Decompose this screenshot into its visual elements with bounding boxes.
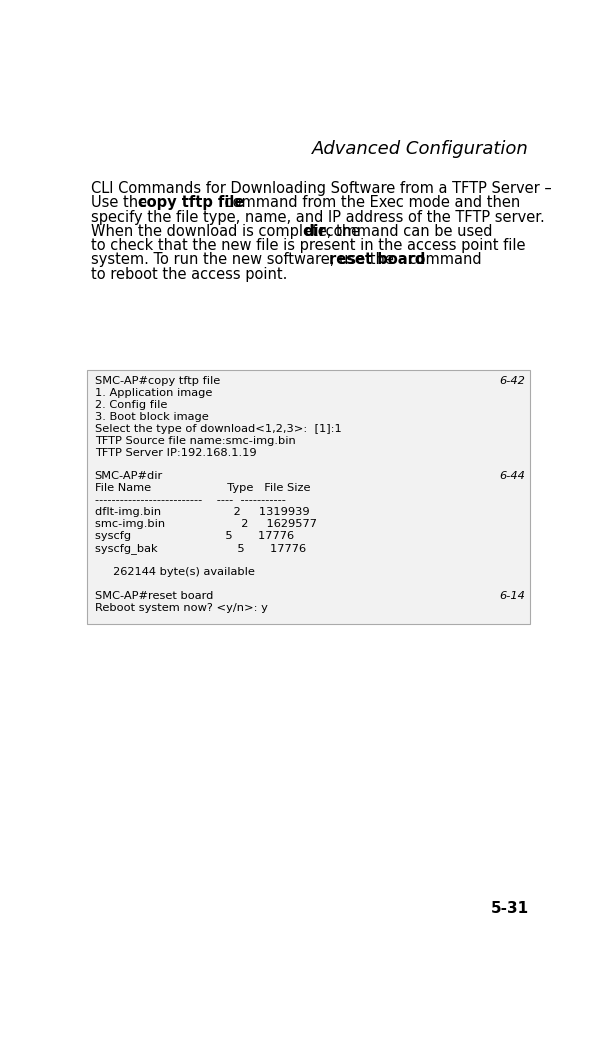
Text: --------------------------    ----  -----------: -------------------------- ---- --------… <box>95 495 285 506</box>
Text: command from the Exec mode and then: command from the Exec mode and then <box>220 196 521 210</box>
Text: Use the: Use the <box>91 196 152 210</box>
Text: When the download is complete, the: When the download is complete, the <box>91 224 364 239</box>
Text: Advanced Configuration: Advanced Configuration <box>312 140 529 158</box>
Text: 1. Application image: 1. Application image <box>95 387 212 398</box>
Text: TFTP Server IP:192.168.1.19: TFTP Server IP:192.168.1.19 <box>95 447 256 458</box>
FancyBboxPatch shape <box>87 370 530 624</box>
Text: Reboot system now? <y/n>: y: Reboot system now? <y/n>: y <box>95 603 267 612</box>
Text: SMC-AP#dir: SMC-AP#dir <box>95 471 163 482</box>
Text: CLI Commands for Downloading Software from a TFTP Server –: CLI Commands for Downloading Software fr… <box>91 181 551 196</box>
Text: syscfg_bak                      5       17776: syscfg_bak 5 17776 <box>95 543 306 554</box>
Text: Select the type of download<1,2,3>:  [1]:1: Select the type of download<1,2,3>: [1]:… <box>95 424 341 433</box>
Text: dir: dir <box>303 224 326 239</box>
Text: 6-42: 6-42 <box>499 376 525 386</box>
Text: TFTP Source file name:smc-img.bin: TFTP Source file name:smc-img.bin <box>95 436 296 446</box>
Text: 3. Boot block image: 3. Boot block image <box>95 411 208 422</box>
Text: command can be used: command can be used <box>320 224 492 239</box>
Text: 6-44: 6-44 <box>499 471 525 482</box>
Text: 2. Config file: 2. Config file <box>95 400 167 409</box>
Text: syscfg                          5       17776: syscfg 5 17776 <box>95 531 294 541</box>
Text: SMC-AP#reset board: SMC-AP#reset board <box>95 591 213 601</box>
Text: copy tftp file: copy tftp file <box>138 196 244 210</box>
Text: to check that the new file is present in the access point file: to check that the new file is present in… <box>91 238 526 253</box>
Text: File Name                     Type   File Size: File Name Type File Size <box>95 484 310 493</box>
Text: to reboot the access point.: to reboot the access point. <box>91 267 287 282</box>
Text: 262144 byte(s) available: 262144 byte(s) available <box>95 566 255 577</box>
Text: 6-14: 6-14 <box>499 591 525 601</box>
Text: smc-img.bin                     2     1629577: smc-img.bin 2 1629577 <box>95 519 317 529</box>
Text: command: command <box>404 252 482 267</box>
Text: reset board: reset board <box>329 252 426 267</box>
Text: dflt-img.bin                    2     1319939: dflt-img.bin 2 1319939 <box>95 507 309 517</box>
Text: 5-31: 5-31 <box>491 901 529 916</box>
Text: system. To run the new software, use the: system. To run the new software, use the <box>91 252 399 267</box>
Text: SMC-AP#copy tftp file: SMC-AP#copy tftp file <box>95 376 220 386</box>
Text: specify the file type, name, and IP address of the TFTP server.: specify the file type, name, and IP addr… <box>91 209 544 224</box>
